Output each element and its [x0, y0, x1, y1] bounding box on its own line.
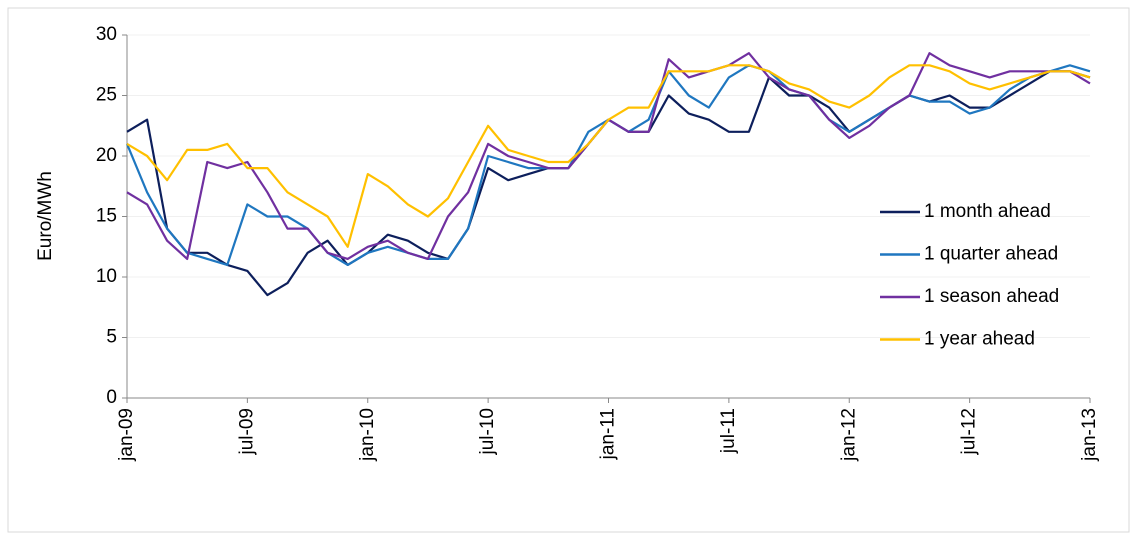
- y-tick-label: 10: [96, 266, 117, 287]
- x-tick-label: jan-12: [838, 408, 859, 462]
- y-tick-label: 20: [96, 145, 117, 166]
- frame: [7, 7, 1130, 533]
- y-tick-label: 0: [106, 387, 117, 408]
- x-tick-label: jul-12: [959, 408, 980, 455]
- legend-label: 1 month ahead: [924, 201, 1051, 222]
- x-tick-label: jul-09: [236, 408, 257, 455]
- x-tick-label: jan-09: [116, 408, 137, 462]
- x-tick-label: jan-13: [1079, 408, 1100, 462]
- x-tick-label: jul-11: [718, 408, 739, 454]
- x-tick-label: jan-10: [357, 408, 378, 462]
- legend-label: 1 season ahead: [924, 286, 1059, 307]
- y-tick-label: 25: [96, 85, 117, 106]
- x-tick-label: jul-10: [477, 408, 498, 455]
- legend-label: 1 year ahead: [924, 329, 1035, 350]
- legend-label: 1 quarter ahead: [924, 244, 1058, 265]
- y-tick-label: 30: [96, 24, 117, 45]
- y-axis-label: Euro/MWh: [35, 171, 56, 261]
- y-tick-label: 5: [106, 327, 117, 348]
- y-tick-label: 15: [96, 206, 117, 227]
- series-line: [126, 64, 1091, 248]
- x-tick-label: jan-11: [598, 408, 619, 460]
